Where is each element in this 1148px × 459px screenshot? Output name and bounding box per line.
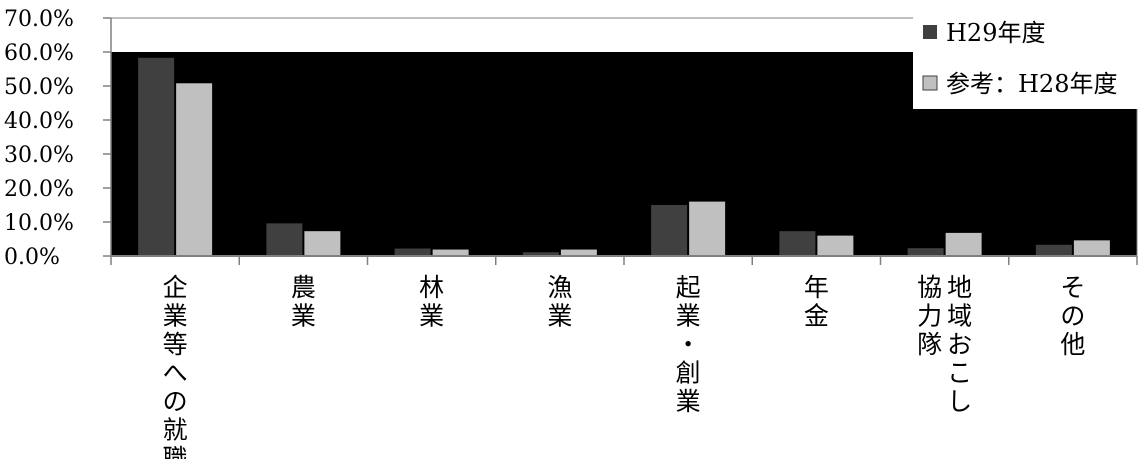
bar-h28: [689, 201, 726, 256]
x-tick-label: 企業等への就職: [163, 273, 188, 459]
y-tick-label: 30.0%: [4, 143, 74, 168]
bar-h29: [1035, 244, 1072, 256]
y-tick-label: 20.0%: [4, 177, 74, 202]
bar-h29: [779, 231, 816, 256]
x-tick-label-column: 協力隊: [917, 273, 942, 359]
x-tick-label-column: 農業: [291, 273, 316, 331]
y-tick-label: 70.0%: [4, 7, 74, 32]
x-tick-label: 林業: [419, 273, 444, 331]
bar-h29: [651, 205, 688, 256]
legend-swatch-h29: [923, 25, 937, 39]
y-tick-label: 0.0%: [4, 245, 60, 270]
x-tick-label: 年金: [804, 273, 829, 331]
bar-h28: [176, 83, 213, 256]
x-tick-label-column: 年金: [804, 273, 829, 331]
bar-h28: [1073, 240, 1110, 256]
bar-h28: [304, 231, 341, 256]
y-axis: 0.0% 10.0% 20.0% 30.0% 40.0% 50.0% 60.0% 70.0%: [4, 7, 112, 270]
x-tick-label-column: その他: [1060, 273, 1085, 359]
bars: [138, 57, 1110, 256]
y-tick-label: 10.0%: [4, 211, 74, 236]
bar-h29: [266, 223, 303, 256]
bar-h29: [138, 57, 175, 256]
x-tick-label-column: 地域おこし: [947, 273, 972, 416]
y-tick-label: 60.0%: [4, 41, 74, 66]
legend-swatch-h28: [922, 75, 938, 91]
bar-h28: [560, 249, 597, 256]
legend-label-h29: H29年度: [946, 19, 1045, 47]
bar-h29: [394, 248, 431, 256]
x-tick-label: 漁業: [547, 273, 572, 331]
x-tick-label: 農業: [291, 273, 316, 331]
bar-h29: [522, 252, 559, 256]
x-tick-label-column: 林業: [419, 273, 444, 331]
bar-h28: [945, 232, 982, 256]
x-tick-label: 起業・創業: [676, 273, 701, 416]
x-tick-label-column: 漁業: [547, 273, 572, 331]
legend: H29年度 参考：H28年度: [913, 2, 1145, 109]
bar-h28: [432, 249, 469, 256]
y-tick-label: 50.0%: [4, 75, 74, 100]
x-tick-label: その他: [1060, 273, 1085, 359]
bar-h28: [817, 235, 854, 256]
legend-label-h28: 参考：H28年度: [946, 70, 1117, 98]
y-tick-label: 40.0%: [4, 109, 74, 134]
x-tick-label-column: 企業等への就職: [163, 273, 188, 459]
bar-h29: [907, 248, 944, 256]
legend-box: [913, 2, 1145, 109]
x-tick-label-column: 起業・創業: [676, 273, 701, 416]
